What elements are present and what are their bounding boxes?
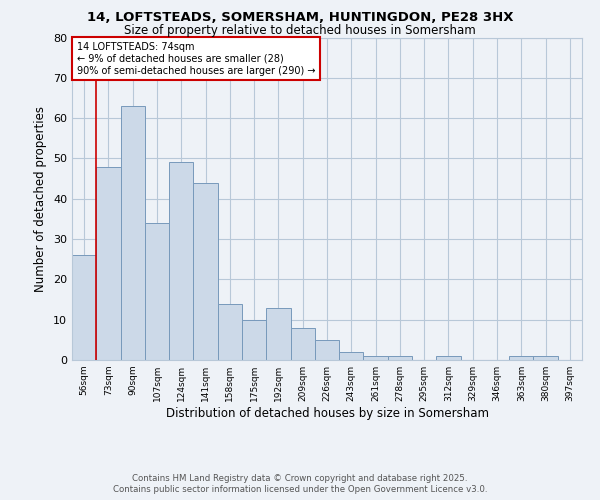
X-axis label: Distribution of detached houses by size in Somersham: Distribution of detached houses by size … xyxy=(166,407,488,420)
Bar xyxy=(315,340,339,360)
Bar xyxy=(290,328,315,360)
Bar xyxy=(218,304,242,360)
Bar xyxy=(193,182,218,360)
Bar xyxy=(436,356,461,360)
Bar xyxy=(509,356,533,360)
Text: 14, LOFTSTEADS, SOMERSHAM, HUNTINGDON, PE28 3HX: 14, LOFTSTEADS, SOMERSHAM, HUNTINGDON, P… xyxy=(87,11,513,24)
Bar xyxy=(121,106,145,360)
Bar xyxy=(72,255,96,360)
Bar xyxy=(364,356,388,360)
Bar xyxy=(339,352,364,360)
Bar xyxy=(242,320,266,360)
Bar xyxy=(145,223,169,360)
Text: Size of property relative to detached houses in Somersham: Size of property relative to detached ho… xyxy=(124,24,476,37)
Bar xyxy=(96,166,121,360)
Text: 14 LOFTSTEADS: 74sqm
← 9% of detached houses are smaller (28)
90% of semi-detach: 14 LOFTSTEADS: 74sqm ← 9% of detached ho… xyxy=(77,42,316,76)
Bar xyxy=(533,356,558,360)
Bar xyxy=(388,356,412,360)
Text: Contains HM Land Registry data © Crown copyright and database right 2025.
Contai: Contains HM Land Registry data © Crown c… xyxy=(113,474,487,494)
Bar xyxy=(169,162,193,360)
Y-axis label: Number of detached properties: Number of detached properties xyxy=(34,106,47,292)
Bar xyxy=(266,308,290,360)
